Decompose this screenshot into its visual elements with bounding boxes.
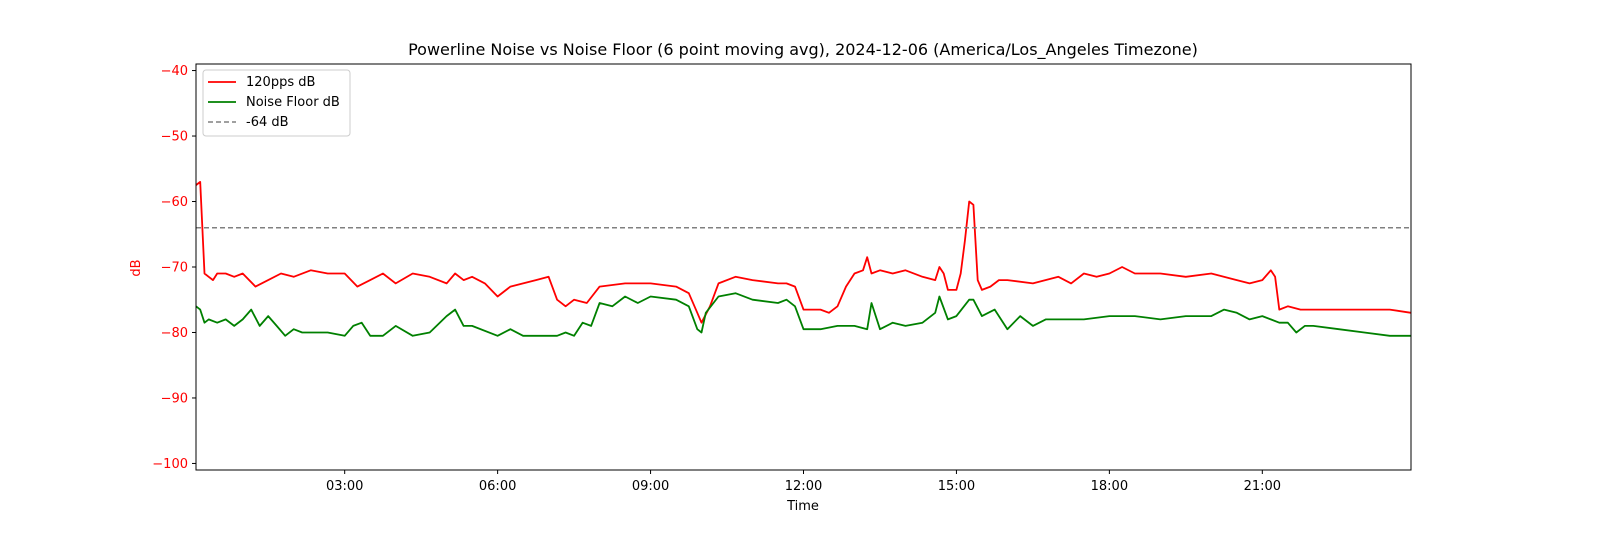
x-tick-label: 15:00	[938, 479, 975, 494]
x-tick-label: 06:00	[479, 479, 516, 494]
series-120pps-line	[195, 180, 1412, 324]
plot-area-frame	[195, 63, 1412, 471]
y-axis-label: dB	[129, 259, 144, 276]
x-tick-label: 12:00	[785, 479, 822, 494]
y-tick-label: −100	[152, 457, 188, 472]
x-tick-label: 03:00	[326, 479, 363, 494]
y-tick-label: −90	[161, 391, 188, 406]
y-axis: −40 −50 −60 −70 −80 −90 −100	[152, 64, 196, 472]
plot-lines	[195, 180, 1412, 337]
y-tick-label: −70	[161, 261, 188, 276]
y-tick-label: −60	[161, 195, 188, 210]
legend-label-threshold: -64 dB	[246, 115, 289, 130]
x-axis: 03:00 06:00 09:00 12:00 15:00 18:00 21:00	[326, 470, 1281, 494]
y-tick-label: −80	[161, 326, 188, 341]
chart-title: Powerline Noise vs Noise Floor (6 point …	[408, 40, 1198, 60]
x-axis-label: Time	[786, 499, 819, 514]
legend-label-120pps: 120pps dB	[246, 75, 315, 90]
legend: 120pps dB Noise Floor dB -64 dB	[202, 69, 351, 137]
y-tick-label: −50	[161, 130, 188, 145]
x-tick-label: 21:00	[1244, 479, 1281, 494]
series-noise-floor-line	[195, 292, 1411, 337]
legend-box	[202, 69, 351, 137]
x-tick-label: 09:00	[632, 479, 669, 494]
x-tick-label: 18:00	[1091, 479, 1128, 494]
legend-label-noise-floor: Noise Floor dB	[246, 95, 340, 110]
y-tick-label: −40	[161, 64, 188, 79]
